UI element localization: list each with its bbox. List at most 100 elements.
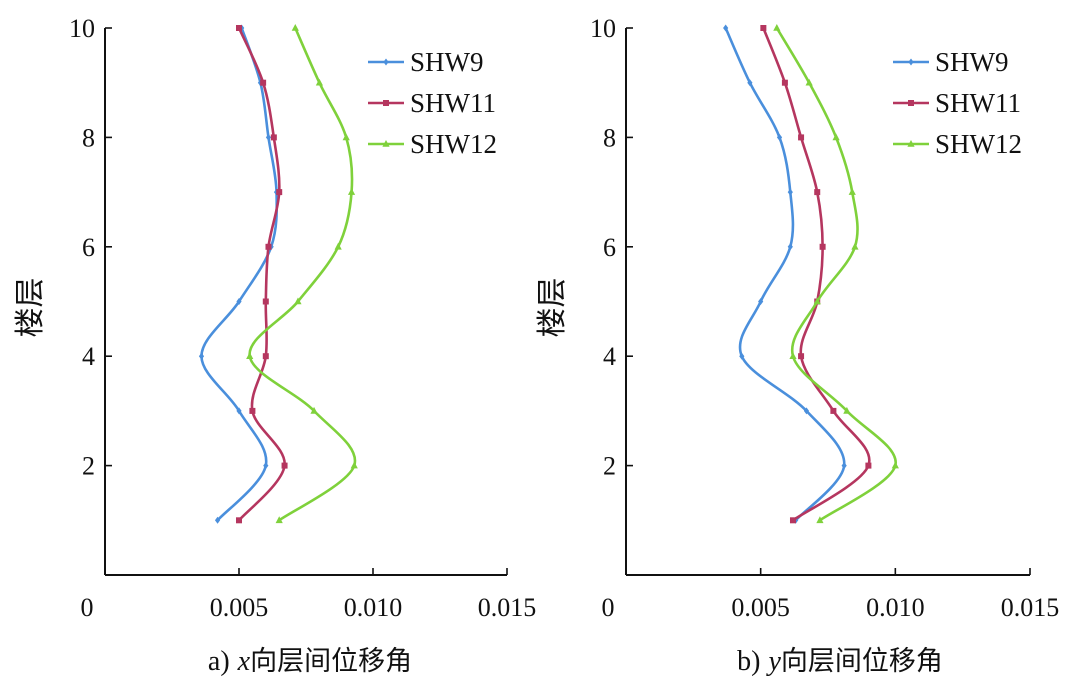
legend-item-shw9: SHW9 (893, 47, 1009, 77)
chart-panel-a: 2 4 6 8 10 0 0.005 0.010 0.015 楼层 SHW9 SHW11 SHW12 a)… (13, 14, 536, 677)
data-point (781, 79, 788, 86)
data-point (819, 243, 826, 250)
data-point (848, 188, 856, 195)
data-point (798, 134, 805, 141)
legend-marker (908, 100, 914, 106)
caption-axis-variable: x (237, 646, 251, 677)
y-tick-label: 10 (69, 14, 95, 43)
legend-label: SHW12 (410, 129, 497, 159)
data-point (789, 517, 796, 524)
data-point (851, 242, 859, 250)
series-line (775, 26, 897, 522)
x-tick-label: 0 (602, 593, 615, 622)
data-point (310, 406, 318, 414)
data-point (350, 461, 358, 469)
legend-marker (383, 100, 389, 106)
data-point (760, 25, 767, 31)
data-point (747, 79, 753, 87)
data-point (260, 79, 267, 86)
legend-item-shw9: SHW9 (368, 47, 484, 77)
caption-panel-label: a) (208, 646, 230, 677)
data-point (891, 461, 899, 469)
panel-caption: a) x向层间位移角 (208, 646, 412, 677)
data-point (843, 406, 851, 414)
data-point (263, 462, 269, 470)
data-point (294, 297, 302, 305)
series-line (237, 26, 286, 522)
data-point (275, 516, 283, 524)
data-point (214, 516, 221, 524)
data-point (787, 243, 793, 251)
legend-marker (907, 140, 915, 147)
data-point (198, 352, 205, 360)
legend-marker (383, 58, 389, 66)
series-shw11 (236, 25, 288, 524)
data-point (262, 353, 269, 360)
series-line (724, 26, 846, 522)
data-point (758, 298, 764, 305)
x-tick-label: 0.015 (478, 593, 537, 622)
legend-label: SHW12 (935, 129, 1022, 159)
data-point (865, 462, 872, 469)
data-point (805, 78, 813, 86)
caption-axis-text: 向层间位移角 (250, 646, 412, 677)
data-point (813, 297, 821, 305)
y-tick-label: 2 (82, 452, 95, 481)
legend-label: SHW9 (410, 47, 484, 77)
data-point (803, 407, 810, 415)
legend-item-shw12: SHW12 (368, 129, 497, 159)
y-tick-label: 6 (603, 233, 616, 262)
y-axis-label: 楼层 (13, 278, 48, 338)
series-shw9 (723, 24, 847, 524)
x-tick-label: 0.005 (210, 593, 269, 622)
y-tick-label: 4 (82, 342, 95, 371)
data-point (236, 25, 242, 31)
data-point (281, 462, 288, 469)
data-point (236, 407, 242, 415)
legend-label: SHW11 (410, 88, 496, 118)
legend-marker (908, 58, 914, 66)
series-shw12 (773, 24, 899, 524)
data-point (270, 134, 277, 141)
data-point (832, 133, 840, 141)
legend-label: SHW9 (935, 47, 1009, 77)
data-point (342, 133, 350, 141)
legend-label: SHW11 (935, 88, 1021, 118)
data-point (776, 133, 783, 141)
legend-item-shw11: SHW11 (368, 88, 496, 118)
y-tick-label: 4 (603, 342, 616, 371)
data-point (246, 352, 254, 359)
data-point (265, 243, 272, 250)
data-point (773, 24, 781, 31)
data-point (830, 407, 837, 414)
y-tick-label: 8 (603, 123, 616, 152)
caption-axis-variable: y (765, 646, 781, 677)
y-axis-label: 楼层 (535, 278, 570, 338)
series-shw11 (760, 25, 872, 524)
data-point (841, 462, 847, 470)
data-point (315, 78, 323, 86)
y-tick-label: 10 (590, 14, 616, 43)
y-tick-label: 6 (82, 233, 95, 262)
data-point (787, 188, 793, 196)
data-point (262, 298, 269, 305)
data-point (236, 517, 242, 524)
legend-item-shw12: SHW12 (893, 129, 1022, 159)
x-tick-label: 0 (81, 593, 94, 622)
caption-axis-text: 向层间位移角 (781, 646, 943, 677)
x-tick-label: 0.010 (866, 593, 925, 622)
series-line (762, 26, 871, 522)
y-tick-label: 2 (603, 452, 616, 481)
chart-panel-b: 2 4 6 8 10 0 0.005 0.010 0.015 楼层 SHW9 SHW11 SHW12 b)… (535, 14, 1059, 677)
caption-panel-label: b) (737, 646, 760, 677)
data-point (814, 189, 821, 196)
data-point (789, 352, 797, 359)
data-point (723, 24, 729, 32)
y-tick-label: 8 (82, 123, 95, 152)
x-tick-label: 0.005 (731, 593, 790, 622)
data-point (236, 298, 242, 305)
data-point (739, 352, 745, 360)
data-point (265, 133, 272, 141)
x-tick-label: 0.015 (1001, 593, 1060, 622)
